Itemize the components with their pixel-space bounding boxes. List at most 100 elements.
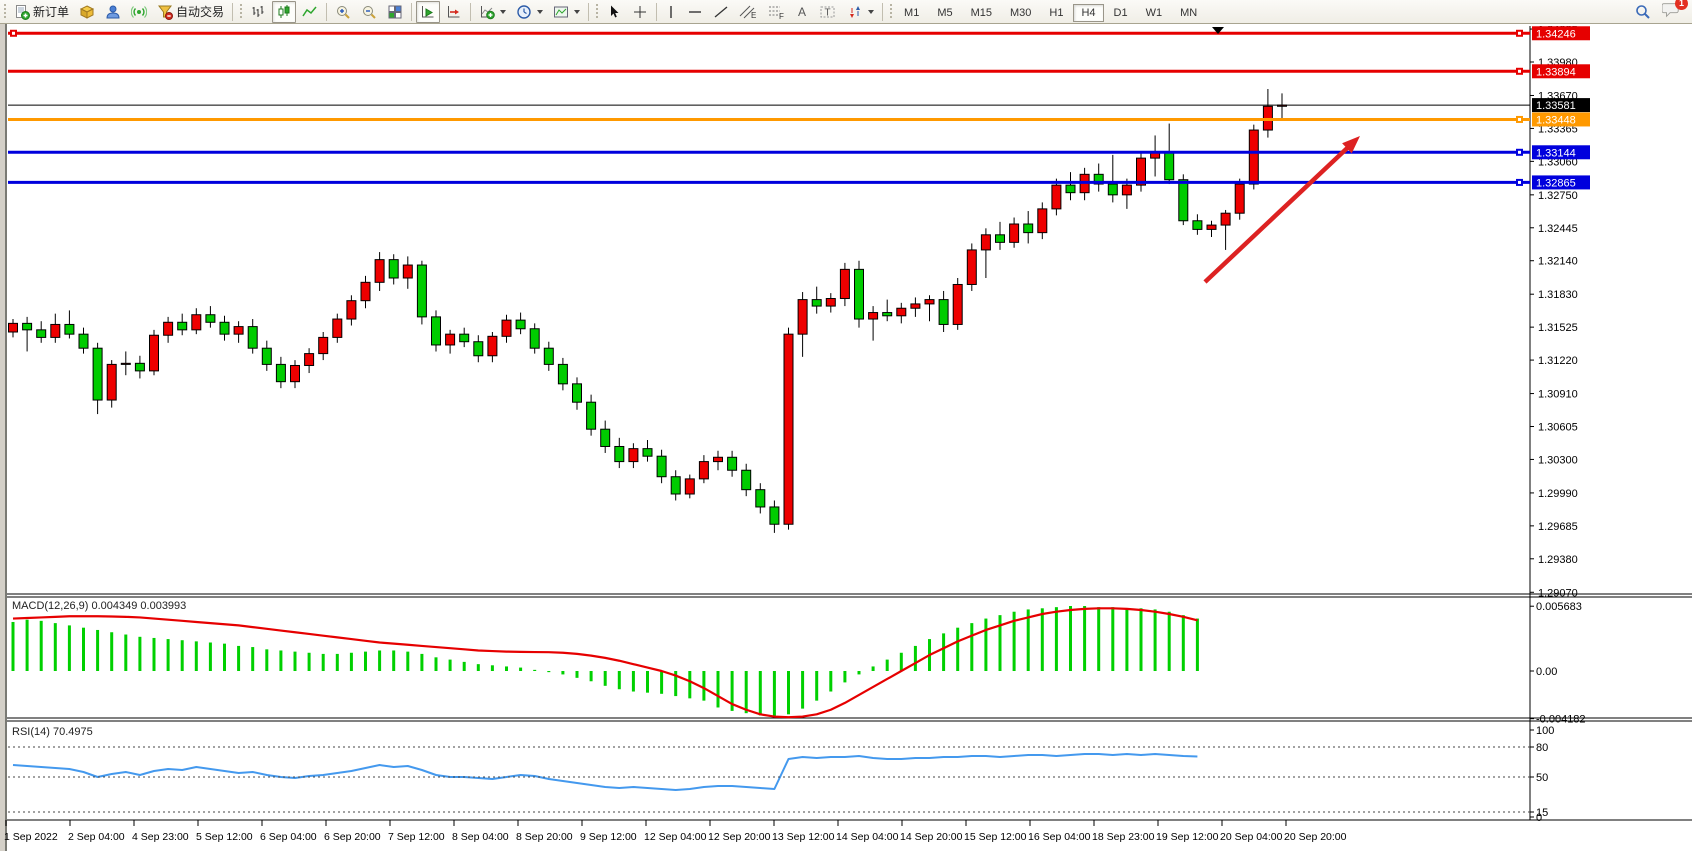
timeframe-h1[interactable]: H1 <box>1049 6 1064 19</box>
candle-down <box>78 333 89 349</box>
macd-bar <box>547 671 551 673</box>
line-handle-center <box>1518 31 1521 35</box>
search-icon[interactable] <box>1634 3 1652 21</box>
timeframe-d1[interactable]: D1 <box>1113 6 1128 19</box>
zoom-out-button[interactable] <box>357 1 381 23</box>
macd-label-text: MACD(12,26,9) 0.004349 0.003993 <box>12 600 187 612</box>
template-icon <box>554 6 569 17</box>
macd-bar <box>321 653 325 671</box>
cursor-button[interactable] <box>602 1 626 23</box>
timeframe-m30[interactable]: M30 <box>1010 6 1032 19</box>
chart-shift-button[interactable] <box>442 1 466 23</box>
timeframe-m1[interactable]: M1 <box>904 6 920 19</box>
macd-bar <box>942 633 946 671</box>
candle-up <box>8 322 18 333</box>
macd-bar <box>660 671 664 694</box>
text-button[interactable]: A <box>791 1 813 23</box>
macd-bar <box>166 639 170 671</box>
candlestick-chart-button[interactable] <box>272 0 297 23</box>
bar-chart-button[interactable] <box>246 1 270 23</box>
line-handle-center <box>12 31 15 35</box>
timeframe-mn[interactable]: MN <box>1180 6 1198 19</box>
autotrading-button[interactable]: 自动交易 <box>153 0 228 23</box>
arrows-icon <box>850 5 861 18</box>
trendline-button[interactable] <box>709 1 733 23</box>
arrows-button[interactable] <box>843 1 878 23</box>
tile-windows-button[interactable] <box>383 1 407 23</box>
candle-up <box>1009 223 1020 243</box>
candle-down <box>642 448 653 457</box>
zoom-in-button[interactable] <box>331 1 355 23</box>
time-tick-label: 4 Sep 23:00 <box>132 831 189 843</box>
macd-bar <box>335 653 339 671</box>
price-badge-label: 1.34246 <box>1536 28 1576 40</box>
fibonacci-button[interactable]: F <box>763 1 789 23</box>
macd-bar <box>716 671 720 708</box>
candle-up <box>318 336 329 355</box>
macd-bar <box>349 652 353 671</box>
time-tick-label: 14 Sep 04:00 <box>836 831 899 843</box>
crosshair-button[interactable] <box>628 1 652 23</box>
news-button[interactable] <box>127 1 151 23</box>
price-badge-label: 1.33581 <box>1536 100 1576 112</box>
candle-up <box>952 283 963 325</box>
time-axis-strip <box>7 822 1692 848</box>
candle-up <box>1037 208 1048 234</box>
periods-dropdown-caret[interactable] <box>537 9 544 14</box>
channel-icon: E <box>739 5 756 20</box>
trend-arrow-head[interactable] <box>1342 136 1360 154</box>
rsi-tick-label: 50 <box>1536 772 1548 784</box>
toolbar-grip <box>888 3 894 20</box>
timeframe-h4[interactable]: H4 <box>1073 3 1104 22</box>
shift-marker <box>1212 27 1224 34</box>
signals-button[interactable] <box>101 1 125 23</box>
auto-scroll-button[interactable] <box>416 0 441 23</box>
trend-arrow-line[interactable] <box>1203 141 1355 284</box>
price-badge-label: 1.32865 <box>1536 177 1576 189</box>
horizontal-line-icon <box>689 10 702 13</box>
macd-bar <box>533 669 537 671</box>
time-tick-label: 5 Sep 12:00 <box>196 831 253 843</box>
candle-up <box>839 268 850 300</box>
candle-up <box>149 334 159 372</box>
macd-bar <box>1195 618 1199 671</box>
chat-badge: 1 <box>1675 0 1688 10</box>
text-label-button[interactable]: T <box>815 1 841 23</box>
timeframe-m5[interactable]: M5 <box>937 6 953 19</box>
candle-up <box>1206 224 1217 230</box>
timeframe-m15[interactable]: M15 <box>970 6 992 19</box>
price-tick-label: 1.30300 <box>1538 454 1578 466</box>
horizontal-line-button[interactable] <box>683 1 707 23</box>
templates-dropdown-caret[interactable] <box>574 9 581 14</box>
templates-button[interactable] <box>549 1 584 23</box>
macd-bar <box>1125 608 1129 671</box>
macd-tick-label: 0.00 <box>1536 666 1557 678</box>
candle-down <box>769 506 780 525</box>
indicators-button[interactable] <box>475 1 510 23</box>
time-tick-label: 1 Sep 2022 <box>4 831 58 843</box>
price-tick-label: 1.32445 <box>1538 223 1578 235</box>
macd-bar <box>956 627 960 671</box>
macd-bar <box>1012 611 1016 671</box>
macd-bar <box>1083 606 1087 671</box>
chat-button[interactable]: 1 <box>1661 0 1688 22</box>
line-chart-button[interactable] <box>298 1 322 23</box>
new-order-button[interactable]: 新订单 <box>10 0 73 23</box>
macd-signal-line <box>12 607 1198 719</box>
candle-up <box>1234 183 1245 214</box>
arrows-dropdown-caret[interactable] <box>868 9 875 14</box>
fibonacci-glyph: F <box>779 12 784 20</box>
periods-button[interactable] <box>512 1 547 23</box>
market-button[interactable] <box>75 1 99 23</box>
equidistant-channel-button[interactable]: E <box>735 1 761 23</box>
candle-up <box>233 326 244 335</box>
line-handle-center <box>1518 150 1521 154</box>
price-tick-label: 1.33060 <box>1538 156 1578 168</box>
price-tick-label: 1.31220 <box>1538 355 1578 367</box>
fibonacci-icon: F <box>769 6 784 20</box>
timeframe-w1[interactable]: W1 <box>1145 6 1163 19</box>
chart-shift-icon <box>448 5 460 17</box>
vertical-line-button[interactable] <box>661 1 681 23</box>
macd-bar <box>603 671 607 686</box>
indicators-dropdown-caret[interactable] <box>500 9 507 14</box>
